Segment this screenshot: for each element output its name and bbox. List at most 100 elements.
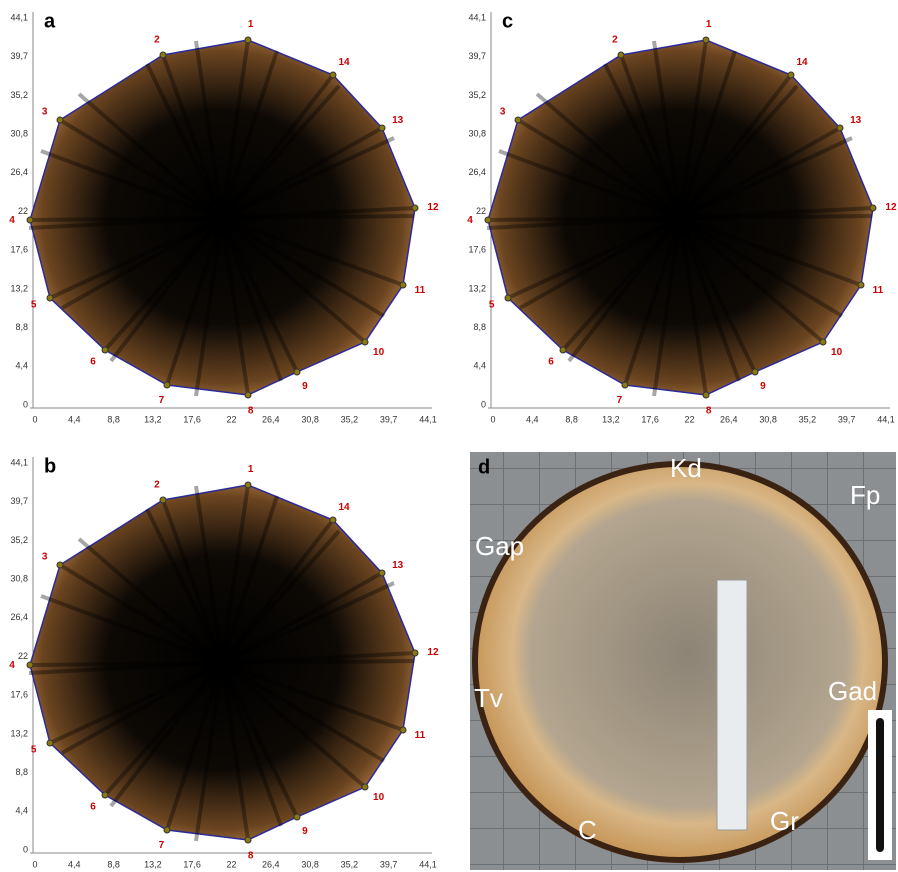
y-tick-label: 35,2 xyxy=(10,90,28,100)
x-tick-label: 17,6 xyxy=(183,859,201,869)
x-tick-label: 22 xyxy=(226,414,236,424)
sensor-label: 11 xyxy=(873,285,884,296)
sensor-label: 9 xyxy=(302,381,308,392)
y-tick-label: 8,8 xyxy=(15,322,28,332)
sensor-point xyxy=(245,482,251,488)
sensor-label: 2 xyxy=(612,35,618,46)
sensor-point xyxy=(560,347,566,353)
sensor-label: 7 xyxy=(617,395,623,406)
x-tick-label: 13,2 xyxy=(144,414,162,424)
x-tick-label: 22 xyxy=(226,859,236,869)
sensor-point xyxy=(485,217,491,223)
x-tick-label: 8,8 xyxy=(565,414,578,424)
sensor-point xyxy=(412,205,418,211)
x-tick-label: 4,4 xyxy=(526,414,539,424)
y-tick-label: 39,7 xyxy=(10,51,28,61)
photo-label: Gap xyxy=(475,531,524,561)
sensor-point xyxy=(379,125,385,131)
sensor-point xyxy=(703,37,709,43)
sensor-point xyxy=(294,814,300,820)
sensor-label: 13 xyxy=(850,115,862,126)
tomogram-panel: 44,139,735,230,826,42217,613,28,84,4004,… xyxy=(9,10,439,424)
x-tick-label: 13,2 xyxy=(144,859,162,869)
sensor-label: 1 xyxy=(248,19,254,30)
sensor-point xyxy=(379,570,385,576)
sensor-label: 12 xyxy=(885,202,897,213)
x-tick-label: 4,4 xyxy=(68,859,81,869)
x-tick-label: 17,6 xyxy=(641,414,659,424)
sensor-label: 2 xyxy=(154,35,160,46)
sensor-point xyxy=(102,347,108,353)
sensor-point xyxy=(57,562,63,568)
x-tick-label: 0 xyxy=(32,859,37,869)
sensor-label: 12 xyxy=(427,202,439,213)
sensor-label: 13 xyxy=(392,560,404,571)
y-tick-label: 13,2 xyxy=(10,283,28,293)
photo-label: C xyxy=(578,815,597,845)
sensor-label: 3 xyxy=(42,551,48,562)
photo-label: Fp xyxy=(850,480,880,510)
y-tick-label: 26,4 xyxy=(10,167,28,177)
sensor-label: 6 xyxy=(548,357,554,368)
sensor-point xyxy=(47,295,53,301)
y-tick-label: 39,7 xyxy=(10,496,28,506)
sensor-point xyxy=(618,52,624,58)
sensor-point xyxy=(160,52,166,58)
sensor-label: 12 xyxy=(427,647,439,658)
sensor-point xyxy=(102,792,108,798)
sensor-point xyxy=(47,740,53,746)
x-tick-label: 35,2 xyxy=(799,414,817,424)
sensor-point xyxy=(622,382,628,388)
y-tick-label: 26,4 xyxy=(468,167,486,177)
x-tick-label: 13,2 xyxy=(602,414,620,424)
sensor-point xyxy=(515,117,521,123)
wood-disc xyxy=(475,464,885,860)
y-tick-label: 17,6 xyxy=(468,245,486,255)
sensor-point xyxy=(27,662,33,668)
sensor-label: 7 xyxy=(159,395,165,406)
y-tick-label: 8,8 xyxy=(15,767,28,777)
sensor-point xyxy=(752,369,758,375)
y-tick-label: 4,4 xyxy=(15,806,28,816)
y-tick-label: 26,4 xyxy=(10,612,28,622)
photo-label: Tv xyxy=(474,683,503,713)
sensor-label: 5 xyxy=(489,299,495,310)
y-tick-label: 35,2 xyxy=(468,90,486,100)
photo-label: Gad xyxy=(828,676,877,706)
y-tick-label: 0 xyxy=(481,399,486,409)
sensor-point xyxy=(330,72,336,78)
sensor-point xyxy=(164,382,170,388)
sensor-label: 6 xyxy=(90,802,96,813)
y-tick-label: 0 xyxy=(23,844,28,854)
y-tick-label: 44,1 xyxy=(10,457,28,467)
sensor-point xyxy=(858,282,864,288)
sensor-label: 14 xyxy=(338,57,350,68)
sensor-label: 8 xyxy=(248,850,254,861)
sensor-label: 1 xyxy=(706,19,712,30)
sensor-label: 4 xyxy=(9,215,15,226)
sensor-label: 8 xyxy=(248,405,254,416)
x-tick-label: 26,4 xyxy=(262,414,280,424)
sensor-point xyxy=(57,117,63,123)
sensor-label: 6 xyxy=(90,357,96,368)
x-tick-label: 8,8 xyxy=(107,859,120,869)
x-tick-label: 4,4 xyxy=(68,414,81,424)
sensor-point xyxy=(160,497,166,503)
sensor-label: 4 xyxy=(9,660,15,671)
sensor-label: 11 xyxy=(415,730,426,741)
sensor-point xyxy=(294,369,300,375)
x-tick-label: 44,1 xyxy=(419,859,437,869)
panel-label: c xyxy=(502,10,513,32)
y-tick-label: 44,1 xyxy=(10,12,28,22)
sensor-label: 13 xyxy=(392,115,404,126)
x-tick-label: 22 xyxy=(684,414,694,424)
x-tick-label: 35,2 xyxy=(341,859,359,869)
x-tick-label: 30,8 xyxy=(301,859,319,869)
y-tick-label: 22 xyxy=(18,651,28,661)
panel-label: d xyxy=(478,456,490,478)
sensor-label: 5 xyxy=(31,299,37,310)
sensor-label: 3 xyxy=(42,106,48,117)
sensor-label: 10 xyxy=(373,792,385,803)
sensor-point xyxy=(505,295,511,301)
